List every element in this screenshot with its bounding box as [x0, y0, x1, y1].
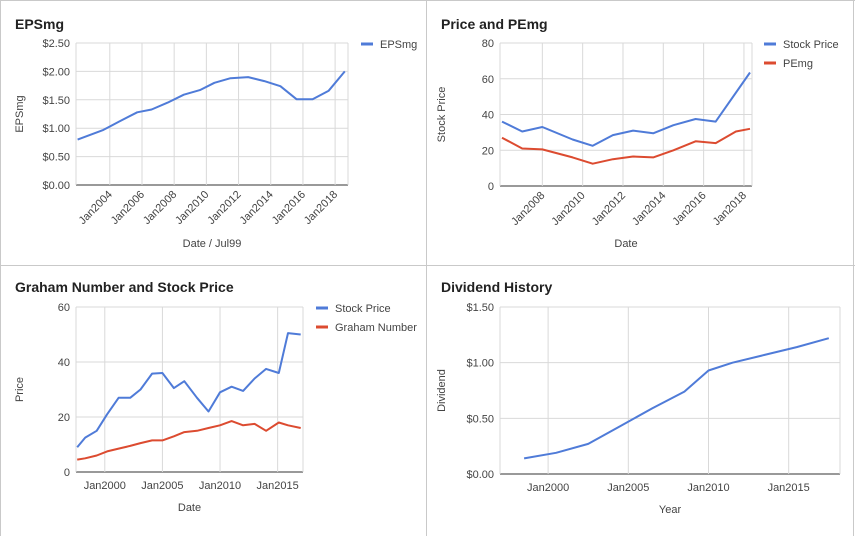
legend-label: EPSmg: [380, 39, 417, 51]
frame-left: [0, 0, 1, 536]
x-tick-label: Jan2004: [77, 189, 115, 227]
x-tick-label: Jan2005: [607, 482, 649, 494]
x-tick-label: Jan2016: [670, 190, 708, 228]
x-tick-label: Jan2000: [84, 480, 126, 492]
frame-right: [853, 0, 854, 536]
y-tick-label: $0.00: [466, 469, 494, 481]
chart-title: EPSmg: [15, 16, 64, 32]
y-tick-label: 80: [482, 38, 494, 50]
y-tick-label: 20: [482, 145, 494, 157]
chart-dividend-history: Dividend History $0.00 $0.50 $1.00 $1.50 Jan2…: [436, 279, 841, 516]
legend-label: PEmg: [783, 58, 813, 70]
y-tick-label: 40: [482, 110, 494, 122]
y-axis-label: EPSmg: [14, 95, 26, 132]
y-tick-label: $1.50: [42, 95, 70, 107]
x-tick-label: Jan2018: [711, 190, 749, 228]
y-tick-label: 40: [58, 357, 70, 369]
chart-panel-dividend-history: Dividend History $0.00 $0.50 $1.00 $1.50 Jan2…: [427, 266, 853, 536]
series-line-stock-price: [76, 332, 301, 448]
chart-epsmg: EPSmg $0.00 $0.50 $1.00 $1.50 $2.00 $2.50 Jan20…: [14, 16, 417, 250]
y-tick-label: $0.00: [42, 180, 70, 192]
x-tick-label: Jan2008: [141, 189, 179, 227]
chart-panel-epsmg: EPSmg $0.00 $0.50 $1.00 $1.50 $2.00 $2.50 Jan20…: [1, 1, 426, 265]
x-tick-label: Jan2015: [768, 482, 810, 494]
series-line-epsmg: [77, 70, 346, 141]
x-tick-label: Jan2012: [205, 189, 243, 227]
y-tick-label: 0: [488, 181, 494, 193]
x-tick-label: Jan2008: [509, 190, 547, 228]
y-tick-label: $0.50: [42, 152, 70, 164]
y-tick-label: 0: [64, 467, 70, 479]
y-tick-label: $2.50: [42, 38, 70, 50]
series-line-dividend: [523, 337, 830, 460]
x-tick-label: Jan2015: [257, 480, 299, 492]
legend-label: Stock Price: [335, 303, 391, 315]
y-axis-label: Price: [14, 377, 26, 402]
x-tick-label: Jan2016: [270, 189, 308, 227]
x-tick-label: Jan2010: [549, 190, 587, 228]
x-tick-label: Jan2000: [527, 482, 569, 494]
y-axis-label: Dividend: [436, 369, 448, 412]
x-axis-label: Year: [659, 504, 682, 516]
x-tick-label: Jan2005: [141, 480, 183, 492]
panel-divider-horizontal: [0, 265, 855, 266]
series-line-graham-number: [77, 420, 301, 461]
x-tick-label: Jan2012: [590, 190, 628, 228]
chart-title: Price and PEmg: [441, 16, 548, 32]
chart-panel-price-pemg: Price and PEmg 0 20 40 60 80 Jan2008 Jan2010 Jan…: [427, 1, 853, 265]
x-tick-label: Jan2014: [238, 189, 276, 227]
series-line-pemg: [501, 127, 751, 165]
x-tick-label: Jan2018: [302, 189, 340, 227]
panel-divider-vertical: [426, 0, 427, 536]
chart-title: Dividend History: [441, 279, 552, 295]
x-tick-label: Jan2014: [630, 190, 668, 228]
x-tick-label: Jan2010: [687, 482, 729, 494]
y-tick-label: $1.50: [466, 302, 494, 314]
chart-panel-graham-number: Graham Number and Stock Price 0 20 40 60 Jan2…: [1, 266, 426, 536]
y-axis-label: Stock Price: [436, 87, 448, 143]
y-tick-label: 60: [482, 74, 494, 86]
y-tick-label: 60: [58, 302, 70, 314]
frame-top: [0, 0, 855, 1]
y-tick-label: $1.00: [42, 123, 70, 135]
x-axis-label: Date / Jul99: [183, 238, 242, 250]
chart-graham-number: Graham Number and Stock Price 0 20 40 60 Jan2…: [14, 279, 417, 514]
legend-label: Stock Price: [783, 39, 839, 51]
x-axis-label: Date: [178, 502, 201, 514]
x-axis-label: Date: [614, 238, 637, 250]
chart-title: Graham Number and Stock Price: [15, 279, 234, 295]
y-tick-label: $2.00: [42, 66, 70, 78]
x-tick-label: Jan2010: [173, 189, 211, 227]
legend-label: Graham Number: [335, 322, 417, 334]
y-tick-label: $1.00: [466, 358, 494, 370]
y-tick-label: $0.50: [466, 413, 494, 425]
y-tick-label: 20: [58, 412, 70, 424]
series-line-stock-price: [501, 71, 751, 147]
x-tick-label: Jan2010: [199, 480, 241, 492]
x-tick-label: Jan2006: [109, 189, 147, 227]
